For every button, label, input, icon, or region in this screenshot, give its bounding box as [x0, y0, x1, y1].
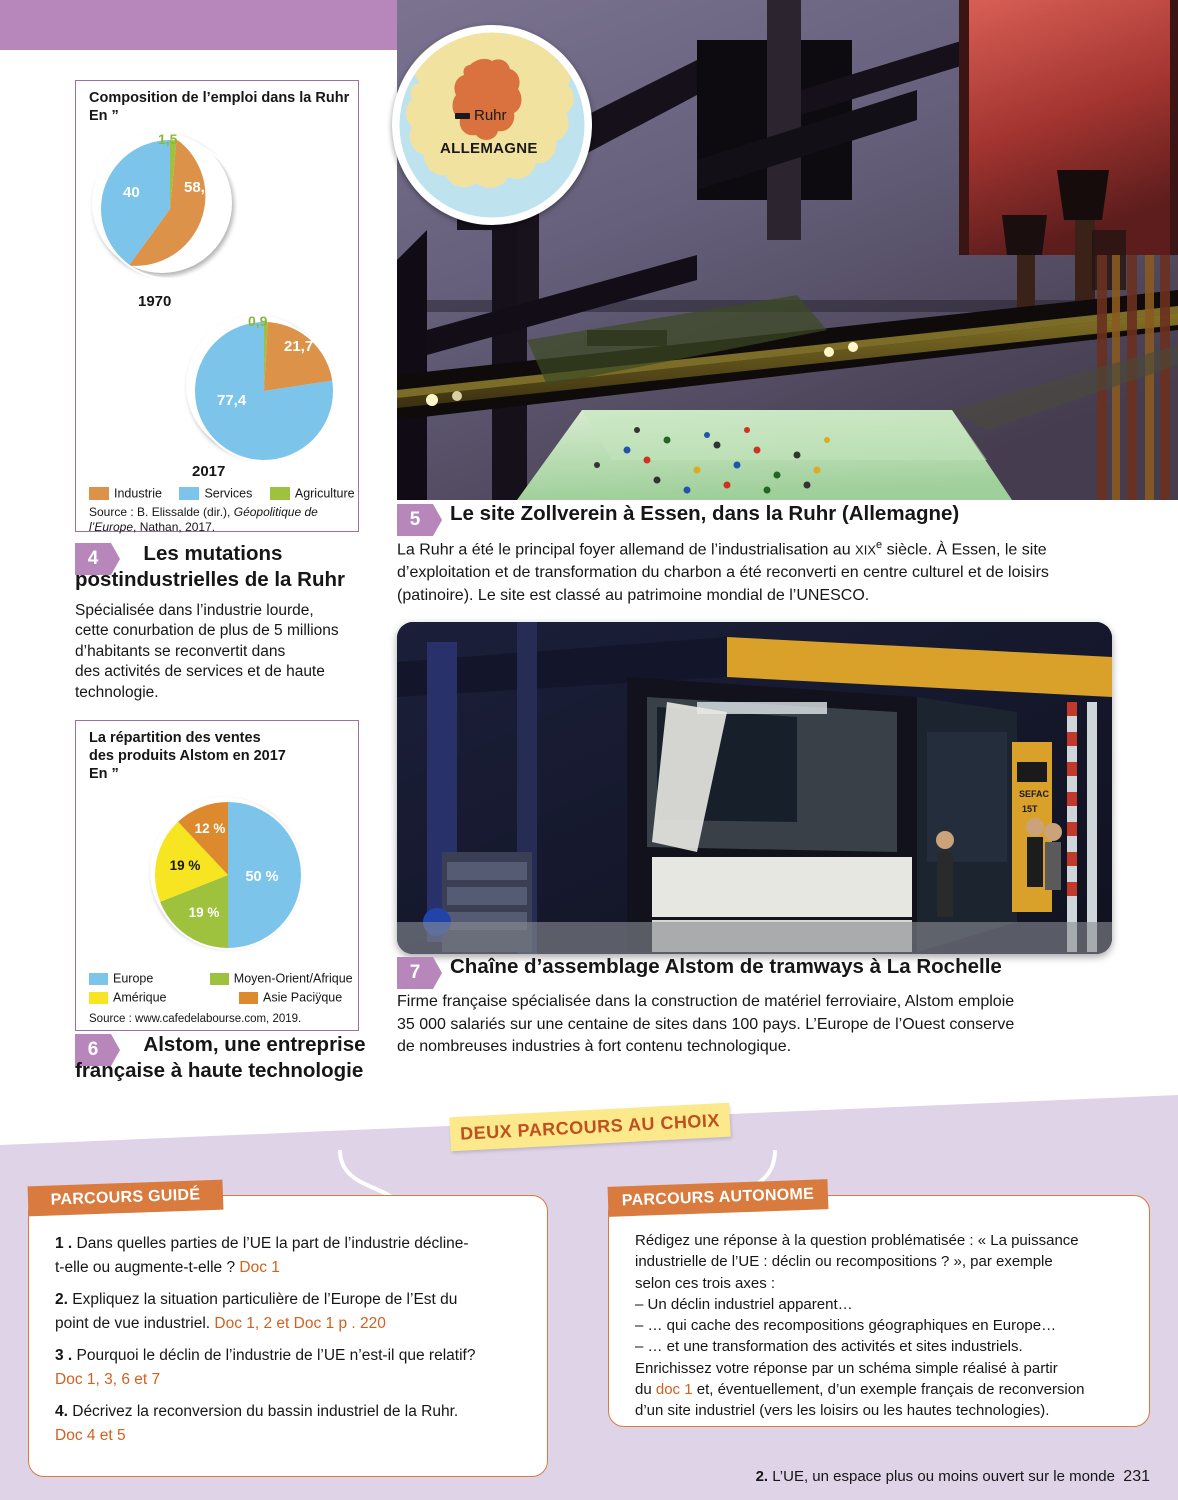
svg-text:1,5: 1,5	[158, 131, 178, 147]
svg-text:58,5: 58,5	[184, 179, 213, 196]
svg-text:19 %: 19 %	[170, 858, 201, 873]
svg-text:0,9: 0,9	[248, 313, 268, 329]
svg-text:21,7: 21,7	[284, 338, 313, 355]
svg-text:12 %: 12 %	[195, 821, 226, 836]
svg-text:19 %: 19 %	[189, 905, 220, 920]
svg-text:77,4: 77,4	[217, 392, 247, 409]
svg-text:50 %: 50 %	[245, 869, 278, 885]
svg-text:15T: 15T	[1022, 804, 1038, 814]
svg-text:ALLEMAGNE: ALLEMAGNE	[440, 140, 538, 157]
svg-text:40: 40	[123, 184, 140, 201]
svg-text:SEFAC: SEFAC	[1019, 789, 1050, 799]
svg-text:Ruhr: Ruhr	[474, 107, 507, 124]
